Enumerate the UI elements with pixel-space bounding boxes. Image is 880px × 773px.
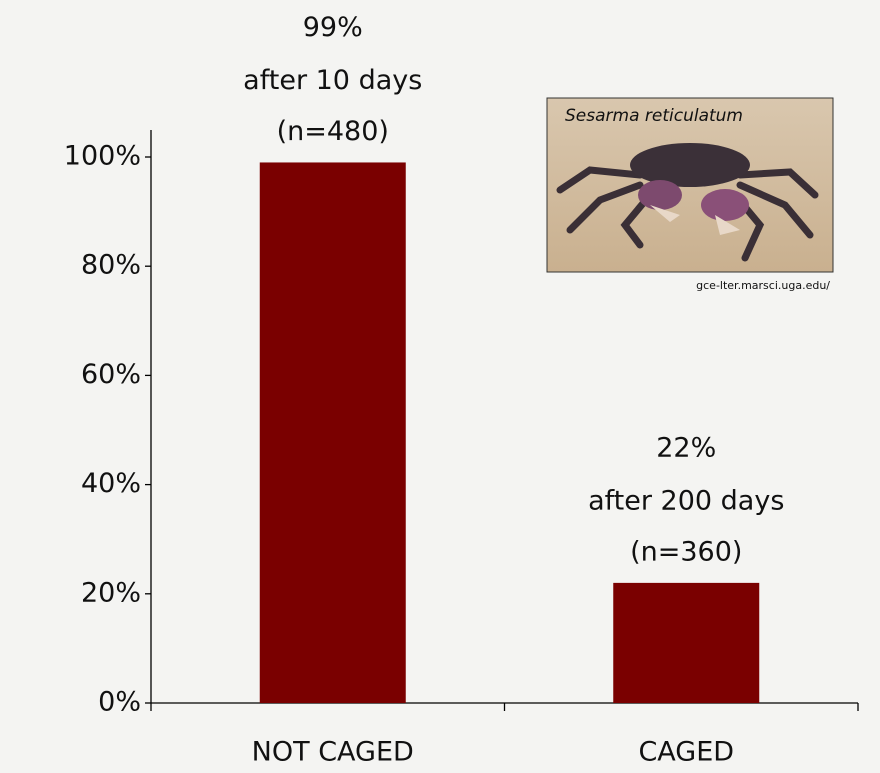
y-tick-label: 0% <box>98 687 141 718</box>
x-tick-label: CAGED <box>638 737 734 768</box>
value-label: 99% <box>303 12 363 43</box>
annotation: after 200 days <box>588 485 784 516</box>
y-tick-label: 100% <box>64 141 141 172</box>
crab-photo: Sesarma reticulatum gce-lter.marsci.uga.… <box>547 98 833 292</box>
y-tick-label: 20% <box>81 577 141 608</box>
chart: Sesarma reticulatum gce-lter.marsci.uga.… <box>0 0 880 773</box>
photo-caption: Sesarma reticulatum <box>565 106 743 126</box>
x-tick-label: NOT CAGED <box>252 737 414 768</box>
annotation: (n=480) <box>277 116 389 147</box>
bar <box>260 162 406 703</box>
photo-credit: gce-lter.marsci.uga.edu/ <box>696 279 830 292</box>
value-label: 22% <box>656 432 716 463</box>
annotation: (n=360) <box>630 536 742 567</box>
annotation: after 10 days <box>243 65 422 96</box>
bar <box>613 583 759 703</box>
y-tick-label: 60% <box>81 359 141 390</box>
y-tick-label: 80% <box>81 250 141 281</box>
y-tick-label: 40% <box>81 468 141 499</box>
